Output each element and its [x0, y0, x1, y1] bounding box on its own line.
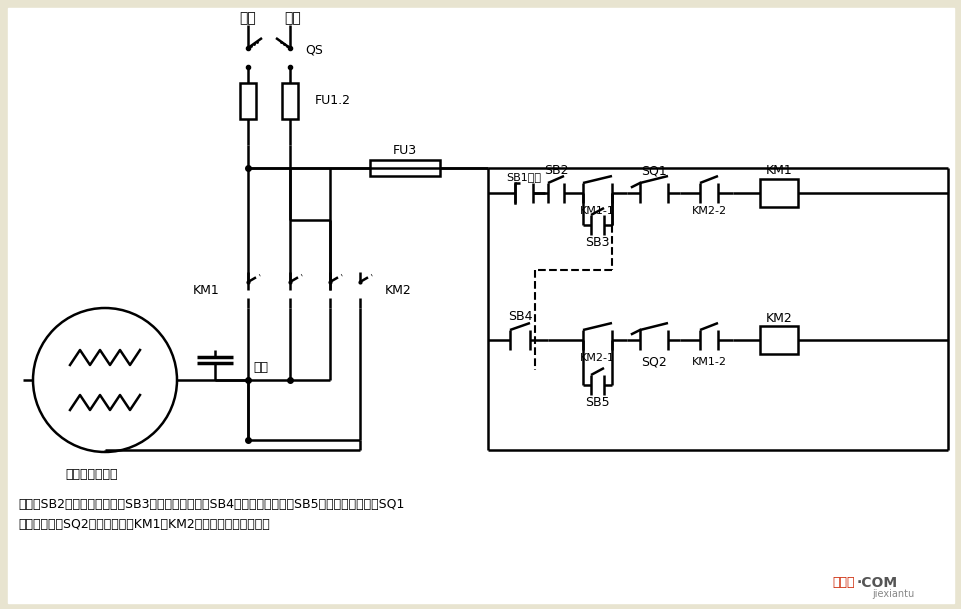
Text: KM1: KM1: [193, 284, 220, 297]
Text: SB4: SB4: [507, 309, 531, 323]
Text: KM1: KM1: [765, 164, 792, 177]
Text: KM1-1: KM1-1: [579, 206, 614, 216]
Text: 零线: 零线: [284, 11, 301, 25]
Text: SB5: SB5: [584, 396, 608, 409]
Text: KM1-2: KM1-2: [691, 357, 726, 367]
Text: FU1.2: FU1.2: [314, 94, 351, 107]
Text: 为最高限位，SQ2为最低限位。KM1、KM2可用中间继电器代替。: 为最高限位，SQ2为最低限位。KM1、KM2可用中间继电器代替。: [18, 518, 269, 532]
Text: KM2: KM2: [384, 284, 411, 297]
Text: KM2-2: KM2-2: [691, 206, 726, 216]
Text: QS: QS: [305, 43, 323, 57]
Bar: [370, 160, 439, 176]
Text: SB2: SB2: [543, 163, 568, 177]
Text: 单相电容电动机: 单相电容电动机: [65, 468, 117, 482]
Text: KM2-1: KM2-1: [579, 353, 614, 363]
Bar: [759, 326, 798, 354]
Text: KM2: KM2: [765, 311, 792, 325]
Text: jiexiantu: jiexiantu: [871, 589, 913, 599]
Text: 说明：SB2为上升启动按钮，SB3为上升点动按钮，SB4为下降启动按钮，SB5为下降点动按钮；SQ1: 说明：SB2为上升启动按钮，SB3为上升点动按钮，SB4为下降启动按钮，SB5为…: [18, 499, 404, 512]
Text: 火线: 火线: [239, 11, 257, 25]
Text: SQ1: SQ1: [640, 164, 666, 177]
Bar: [282, 83, 298, 119]
Bar: [759, 179, 798, 207]
Bar: [239, 83, 256, 119]
Text: SB1停止: SB1停止: [506, 172, 541, 182]
Text: 电容: 电容: [253, 362, 268, 375]
Text: ·COM: ·COM: [856, 576, 898, 590]
Text: FU3: FU3: [392, 144, 417, 157]
Text: 接线图: 接线图: [831, 577, 854, 590]
Text: SB3: SB3: [584, 236, 608, 250]
Text: SQ2: SQ2: [640, 356, 666, 368]
